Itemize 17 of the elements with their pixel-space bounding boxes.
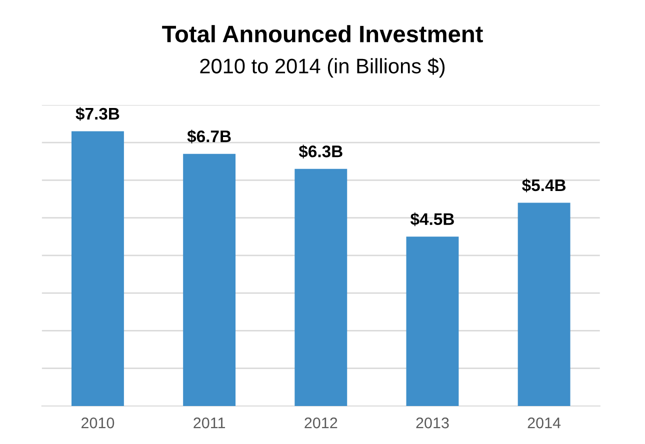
data-label: $5.4B bbox=[522, 178, 566, 192]
x-tick-label: 2010 bbox=[81, 418, 114, 428]
bar bbox=[183, 154, 236, 406]
data-label: $6.3B bbox=[298, 144, 342, 158]
bar bbox=[294, 168, 348, 406]
data-label: $6.7B bbox=[187, 130, 231, 144]
bar bbox=[406, 236, 459, 406]
data-label: $7.3B bbox=[76, 107, 120, 121]
x-tick-label: 2012 bbox=[304, 418, 338, 428]
data-label: $4.5B bbox=[410, 212, 454, 226]
chart-subtitle: 2010 to 2014 (in Billions $) bbox=[200, 58, 445, 78]
chart-title: Total Announced Investment bbox=[162, 25, 483, 42]
x-tick-label: 2013 bbox=[416, 418, 449, 428]
x-tick-label: 2011 bbox=[194, 418, 225, 428]
bar bbox=[71, 131, 124, 406]
bar bbox=[518, 202, 570, 406]
x-tick-label: 2014 bbox=[528, 418, 561, 428]
